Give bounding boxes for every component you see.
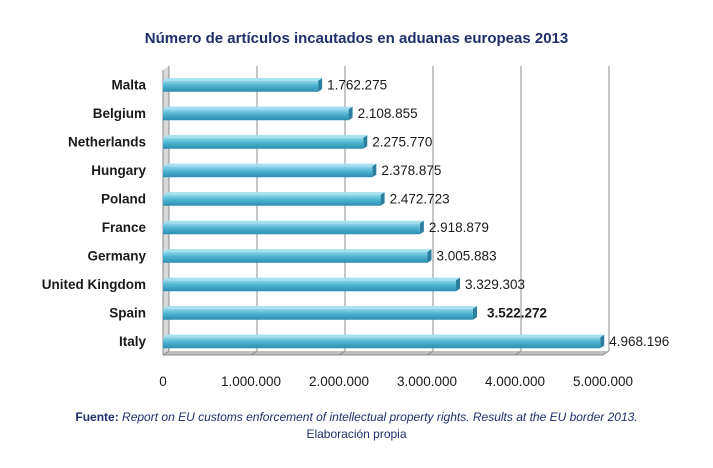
bar bbox=[163, 166, 373, 178]
bar-side bbox=[427, 249, 432, 263]
plot-floor bbox=[163, 351, 609, 355]
bar-side bbox=[380, 192, 385, 206]
bar bbox=[163, 194, 381, 206]
bar bbox=[163, 109, 349, 121]
category-label: Malta bbox=[111, 77, 146, 92]
bar-top bbox=[163, 135, 368, 138]
bar bbox=[163, 280, 456, 292]
source-line: Fuente: Report on EU customs enforcement… bbox=[0, 410, 713, 424]
bar-side bbox=[419, 220, 424, 235]
category-label: France bbox=[102, 220, 147, 235]
x-tick-label: 3.000.000 bbox=[397, 374, 457, 389]
bar-side bbox=[472, 306, 477, 320]
bar-side bbox=[318, 78, 323, 92]
gridline-floor bbox=[602, 350, 610, 356]
bar-top bbox=[163, 163, 377, 167]
gridline-floor bbox=[426, 350, 434, 356]
value-label: 3.005.883 bbox=[437, 248, 497, 263]
bar-top bbox=[163, 306, 477, 309]
bar-side bbox=[600, 334, 605, 349]
x-tick-label: 5.000.000 bbox=[573, 374, 633, 389]
source-text: Report on EU customs enforcement of inte… bbox=[122, 410, 638, 424]
bar-side bbox=[372, 163, 377, 178]
bar-top bbox=[163, 249, 432, 252]
bar-top bbox=[163, 220, 424, 224]
category-label: Belgium bbox=[93, 106, 146, 121]
bar-top bbox=[163, 334, 605, 338]
bar-top bbox=[163, 277, 460, 281]
chart-title: Número de artículos incautados en aduana… bbox=[144, 30, 569, 47]
source-label: Fuente: bbox=[75, 410, 119, 424]
bar bbox=[163, 308, 473, 320]
value-label: 4.968.196 bbox=[609, 334, 669, 349]
x-tick-label: 2.000.000 bbox=[309, 374, 369, 389]
gridline-floor bbox=[162, 350, 170, 356]
bar bbox=[163, 80, 319, 92]
value-label: 2.108.855 bbox=[358, 106, 418, 121]
category-label: Hungary bbox=[91, 163, 146, 178]
category-label: Poland bbox=[101, 191, 146, 206]
category-label: United Kingdom bbox=[42, 277, 146, 292]
category-label: Italy bbox=[119, 334, 147, 349]
bar-side bbox=[455, 277, 460, 292]
value-label: 2.275.770 bbox=[372, 134, 432, 149]
gridline-floor bbox=[338, 350, 346, 356]
bar-top bbox=[163, 192, 385, 195]
bar bbox=[163, 137, 364, 149]
value-label: 2.378.875 bbox=[381, 163, 441, 178]
x-tick-label: 4.000.000 bbox=[485, 374, 545, 389]
value-label: 3.329.303 bbox=[465, 277, 525, 292]
value-label: 2.472.723 bbox=[390, 191, 450, 206]
gridline-floor bbox=[514, 350, 522, 356]
bar bbox=[163, 251, 428, 263]
bar-top bbox=[163, 78, 323, 81]
x-tick-label: 0 bbox=[159, 374, 167, 389]
category-label: Germany bbox=[87, 248, 146, 263]
bar bbox=[163, 337, 601, 349]
category-label: Netherlands bbox=[68, 134, 146, 149]
x-tick-label: 1.000.000 bbox=[221, 374, 281, 389]
source-note: Elaboración propia bbox=[306, 427, 407, 441]
gridline-floor bbox=[250, 350, 258, 356]
bar-side bbox=[348, 106, 353, 121]
bar-top bbox=[163, 106, 353, 110]
bar bbox=[163, 223, 420, 235]
bar-side bbox=[363, 135, 368, 149]
category-label: Spain bbox=[109, 305, 146, 320]
value-label: 3.522.272 bbox=[487, 305, 547, 320]
value-label: 1.762.275 bbox=[327, 77, 387, 92]
value-label: 2.918.879 bbox=[429, 220, 489, 235]
